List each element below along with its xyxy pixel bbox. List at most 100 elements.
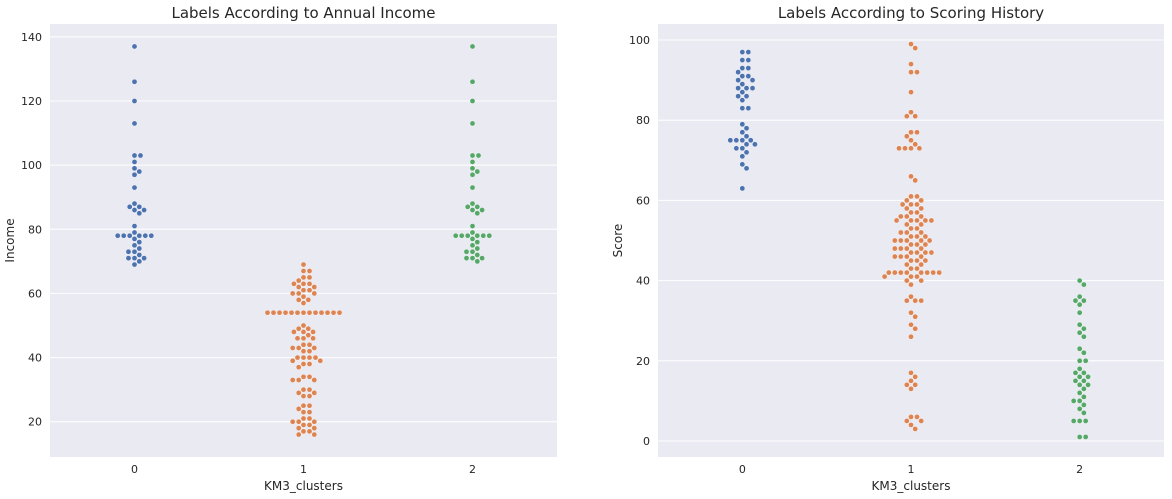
y-tick-label: 0 (643, 435, 650, 448)
data-point (142, 232, 149, 239)
data-point (914, 217, 920, 224)
data-point (131, 43, 138, 50)
data-point (306, 309, 313, 316)
data-point (126, 232, 133, 239)
data-point (739, 81, 746, 87)
data-point (469, 255, 476, 261)
data-point (469, 171, 476, 178)
data-point (886, 269, 892, 276)
data-point (131, 184, 138, 191)
data-point (136, 204, 143, 210)
data-point (893, 217, 900, 224)
data-point (288, 309, 295, 316)
data-point (918, 221, 925, 228)
y-tick-label: 80 (636, 114, 650, 127)
data-point (912, 374, 919, 380)
data-point (727, 137, 734, 144)
data-point (914, 265, 920, 272)
data-point (289, 377, 296, 383)
data-point (469, 236, 476, 242)
data-point (300, 422, 307, 428)
data-point (1072, 297, 1079, 304)
data-point (306, 409, 313, 415)
data-point (898, 253, 904, 260)
data-point (141, 255, 147, 261)
data-point (311, 390, 318, 396)
data-point (136, 232, 143, 239)
data-point (1076, 277, 1083, 284)
data-point (1076, 390, 1083, 396)
data-point (311, 290, 318, 297)
data-point (914, 257, 920, 264)
data-point (479, 207, 485, 213)
data-point (300, 300, 307, 306)
data-point (474, 204, 481, 210)
data-point (739, 105, 746, 111)
chart-title: Labels According to Scoring History (778, 4, 1044, 22)
data-point (469, 120, 476, 127)
data-point (914, 273, 920, 280)
data-point (1081, 402, 1087, 408)
data-point (739, 97, 746, 103)
data-point (300, 329, 307, 335)
data-point (1072, 378, 1079, 384)
data-point (469, 159, 476, 165)
data-point (908, 209, 914, 216)
data-point (305, 297, 312, 303)
data-point (733, 137, 740, 144)
x-tick-label: 2 (469, 463, 476, 476)
y-tick-label: 20 (636, 355, 650, 368)
data-point (131, 159, 138, 165)
data-point (1076, 357, 1083, 364)
data-point (1081, 386, 1087, 392)
data-point (306, 422, 313, 428)
data-point (469, 242, 476, 249)
data-point (469, 229, 476, 236)
data-point (908, 201, 914, 208)
data-point (126, 204, 133, 210)
data-point (300, 386, 307, 393)
data-point (300, 341, 307, 348)
data-point (735, 93, 741, 99)
data-point (318, 309, 325, 316)
data-point (743, 141, 750, 148)
data-point (908, 89, 914, 95)
data-point (1076, 365, 1083, 372)
data-point (264, 309, 271, 316)
data-point (1076, 293, 1083, 300)
data-point (1076, 398, 1083, 404)
data-point (904, 297, 910, 304)
data-point (136, 210, 143, 217)
data-point (306, 402, 313, 409)
data-point (918, 237, 925, 244)
data-point (300, 428, 307, 435)
data-point (295, 377, 302, 383)
x-tick-label: 0 (739, 463, 746, 476)
data-point (136, 239, 143, 245)
data-point (918, 269, 925, 276)
data-point (289, 418, 296, 425)
data-point (125, 255, 132, 261)
data-point (898, 229, 904, 236)
data-point (311, 284, 318, 290)
data-point (1076, 301, 1083, 308)
data-point (141, 207, 147, 213)
data-point (310, 329, 316, 335)
data-point (306, 287, 313, 294)
data-point (1081, 370, 1087, 376)
data-point (739, 161, 746, 168)
data-point (735, 85, 741, 91)
data-point (469, 98, 476, 104)
data-point (918, 245, 925, 252)
data-point (904, 197, 910, 204)
data-point (1081, 378, 1087, 384)
data-point (912, 177, 919, 184)
data-point (908, 137, 914, 144)
data-point (289, 357, 296, 364)
data-point (908, 193, 914, 200)
data-point (908, 370, 914, 376)
data-point (1085, 382, 1091, 388)
data-point (131, 200, 138, 207)
data-point (922, 257, 929, 264)
data-point (914, 414, 920, 420)
